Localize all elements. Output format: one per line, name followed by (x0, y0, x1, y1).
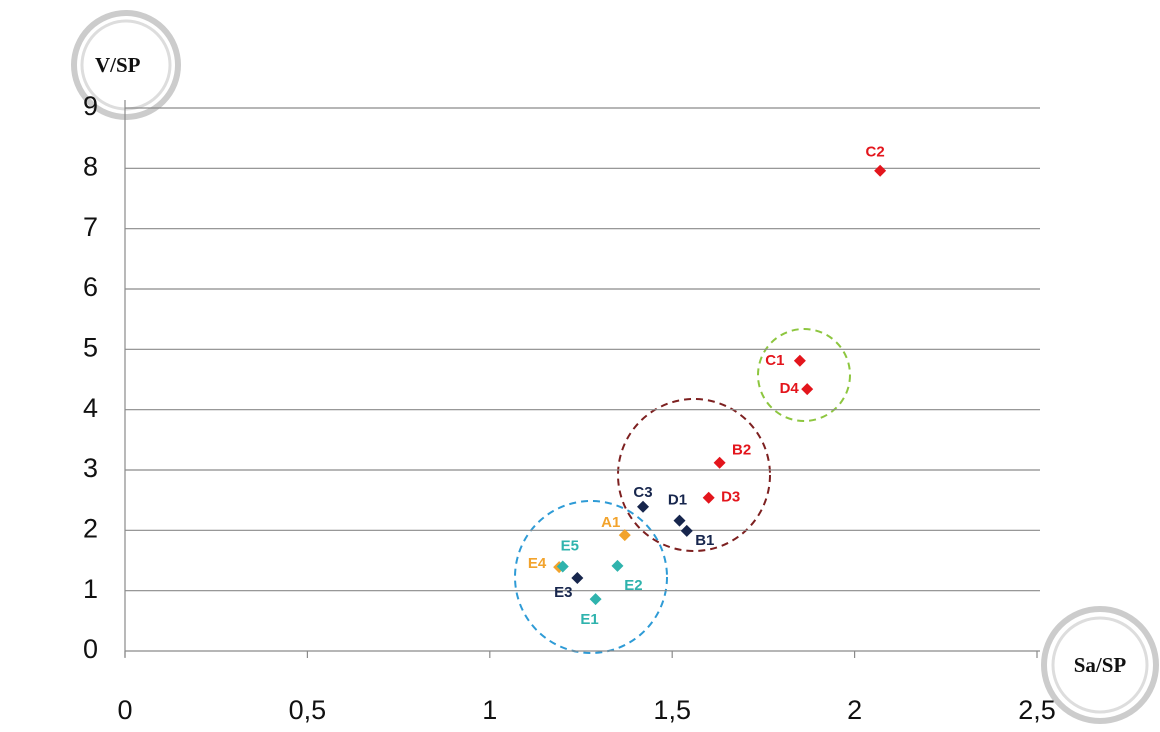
badge (1041, 606, 1159, 724)
point (618, 529, 631, 542)
y-axis-title: V/SP (95, 53, 141, 77)
cluster-circle (514, 500, 668, 654)
point-label: B1 (695, 532, 714, 549)
point (611, 559, 624, 572)
point (874, 164, 887, 177)
x-tick-label: 0,5 (289, 695, 327, 725)
point (637, 500, 650, 513)
point-label: E2 (624, 577, 642, 594)
point (673, 514, 686, 527)
point-label: D4 (780, 380, 800, 397)
y-tick-label: 3 (83, 453, 98, 483)
x-tick-label: 2 (847, 695, 862, 725)
point-label: E5 (561, 538, 579, 555)
x-tick-label: 0 (117, 695, 132, 725)
y-tick-label: 1 (83, 574, 98, 604)
badge (80, 19, 172, 111)
x-axis-title: Sa/SP (1074, 653, 1127, 677)
point (713, 456, 726, 469)
point (571, 571, 584, 584)
point-label: D3 (721, 489, 740, 506)
y-tick-label: 9 (83, 91, 98, 121)
point-label: D1 (668, 492, 687, 509)
point (556, 560, 569, 573)
point-label: E3 (554, 584, 572, 601)
point-label: A1 (601, 514, 620, 531)
y-tick-label: 4 (83, 393, 98, 423)
point-label: C3 (633, 484, 652, 501)
y-tick-label: 8 (83, 151, 98, 181)
y-tick-label: 5 (83, 332, 98, 362)
x-tick-label: 2,5 (1018, 695, 1056, 725)
badge (1051, 616, 1149, 714)
point (793, 354, 806, 367)
y-tick-label: 2 (83, 513, 98, 543)
point-label: B2 (732, 442, 751, 459)
point (680, 524, 693, 537)
y-tick-label: 7 (83, 212, 98, 242)
y-tick-label: 0 (83, 634, 98, 664)
cluster-circle (617, 398, 771, 552)
point-label: E4 (528, 555, 547, 572)
point-label: C2 (866, 144, 885, 161)
point-label: C1 (765, 352, 784, 369)
cluster-circle (757, 328, 851, 422)
point (589, 593, 602, 606)
x-tick-label: 1 (482, 695, 497, 725)
y-tick-label: 6 (83, 272, 98, 302)
badge (71, 10, 181, 120)
decor (71, 10, 1159, 724)
x-tick-label: 1,5 (653, 695, 691, 725)
point (801, 383, 814, 396)
point-label: E1 (580, 611, 598, 628)
point (702, 491, 715, 504)
